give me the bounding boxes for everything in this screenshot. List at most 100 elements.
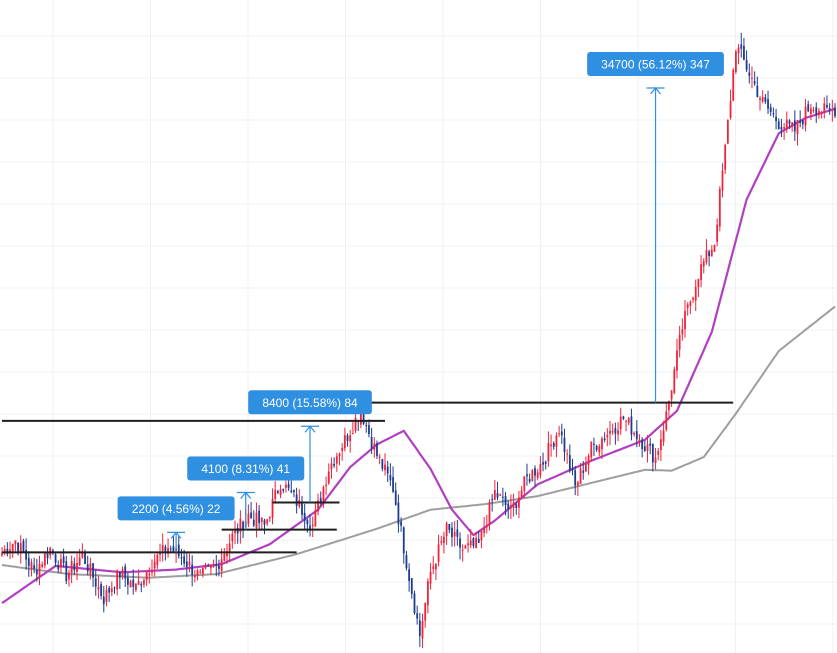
candle[interactable]	[351, 422, 354, 435]
candle[interactable]	[702, 258, 705, 274]
candle[interactable]	[41, 561, 44, 569]
measure-label-box[interactable]	[117, 496, 235, 521]
candle[interactable]	[19, 535, 22, 564]
candle[interactable]	[6, 542, 9, 557]
candle[interactable]	[483, 516, 486, 538]
candle[interactable]	[416, 605, 419, 625]
candle[interactable]	[293, 489, 295, 498]
candle[interactable]	[223, 548, 226, 562]
candle[interactable]	[118, 572, 121, 589]
candle[interactable]	[504, 492, 507, 516]
candle[interactable]	[218, 559, 220, 577]
candle[interactable]	[461, 544, 464, 562]
candle[interactable]	[413, 590, 416, 615]
candle[interactable]	[126, 572, 129, 595]
candle[interactable]	[303, 503, 306, 531]
candle[interactable]	[185, 552, 188, 577]
candle[interactable]	[729, 89, 732, 120]
candle[interactable]	[370, 427, 373, 455]
candle[interactable]	[451, 522, 453, 547]
candle[interactable]	[630, 408, 633, 441]
candle[interactable]	[737, 44, 740, 65]
candle[interactable]	[140, 581, 143, 593]
measure-label-box[interactable]	[248, 390, 372, 415]
candle[interactable]	[472, 537, 475, 549]
candle[interactable]	[226, 543, 228, 564]
candle[interactable]	[560, 423, 563, 444]
candle[interactable]	[732, 67, 735, 102]
candle[interactable]	[507, 500, 510, 519]
candle[interactable]	[598, 444, 601, 457]
candle[interactable]	[188, 553, 191, 573]
candle[interactable]	[86, 555, 89, 576]
candle[interactable]	[191, 555, 194, 587]
candle[interactable]	[480, 530, 483, 549]
candle[interactable]	[826, 95, 828, 109]
candle[interactable]	[764, 94, 767, 105]
candle[interactable]	[309, 514, 311, 537]
candle[interactable]	[456, 520, 459, 546]
candle[interactable]	[772, 107, 775, 118]
candle[interactable]	[818, 108, 820, 119]
candle[interactable]	[641, 437, 644, 458]
candle[interactable]	[204, 562, 207, 570]
candle[interactable]	[493, 479, 496, 501]
measure-label[interactable]: 4100 (8.31%) 41	[201, 462, 290, 476]
candle[interactable]	[809, 104, 812, 121]
candle[interactable]	[799, 110, 802, 128]
candle[interactable]	[568, 444, 571, 473]
candle[interactable]	[54, 553, 57, 567]
candle[interactable]	[252, 510, 255, 528]
candle[interactable]	[92, 562, 94, 587]
candle[interactable]	[172, 535, 175, 553]
candle[interactable]	[697, 278, 700, 298]
candle[interactable]	[625, 419, 627, 432]
candle[interactable]	[761, 90, 764, 104]
candle[interactable]	[46, 547, 49, 565]
candle[interactable]	[228, 534, 231, 562]
candle[interactable]	[566, 449, 569, 464]
candle[interactable]	[151, 559, 153, 577]
candle[interactable]	[815, 102, 818, 123]
candle[interactable]	[467, 534, 469, 553]
candle[interactable]	[368, 419, 370, 438]
candle[interactable]	[94, 569, 97, 596]
candle[interactable]	[266, 519, 269, 526]
candle[interactable]	[804, 98, 807, 132]
candle[interactable]	[563, 428, 566, 462]
candle[interactable]	[448, 523, 451, 534]
candle[interactable]	[700, 255, 702, 288]
candle[interactable]	[710, 245, 713, 257]
candle[interactable]	[250, 501, 252, 520]
candle[interactable]	[643, 440, 646, 453]
candle[interactable]	[196, 568, 199, 581]
candle[interactable]	[349, 429, 352, 453]
candle[interactable]	[279, 484, 282, 499]
candle[interactable]	[295, 487, 298, 514]
candle[interactable]	[777, 118, 780, 130]
candle[interactable]	[593, 437, 595, 456]
candle[interactable]	[678, 325, 681, 358]
candle[interactable]	[400, 517, 402, 532]
candle[interactable]	[585, 456, 587, 473]
candle[interactable]	[247, 504, 250, 528]
candle[interactable]	[726, 119, 729, 145]
candle[interactable]	[124, 563, 127, 588]
candle[interactable]	[408, 563, 411, 592]
candle[interactable]	[791, 121, 794, 132]
candle[interactable]	[579, 462, 582, 485]
candle[interactable]	[14, 540, 17, 552]
candle[interactable]	[464, 544, 467, 549]
candle[interactable]	[207, 563, 210, 567]
candle[interactable]	[558, 425, 561, 437]
candle[interactable]	[30, 558, 33, 577]
candle[interactable]	[268, 515, 271, 523]
candle[interactable]	[311, 516, 314, 538]
candle[interactable]	[255, 502, 258, 538]
candle[interactable]	[129, 579, 132, 588]
candle[interactable]	[365, 421, 368, 433]
candle[interactable]	[335, 452, 338, 472]
candle[interactable]	[775, 108, 777, 130]
candle[interactable]	[539, 456, 542, 479]
candle[interactable]	[734, 49, 737, 75]
